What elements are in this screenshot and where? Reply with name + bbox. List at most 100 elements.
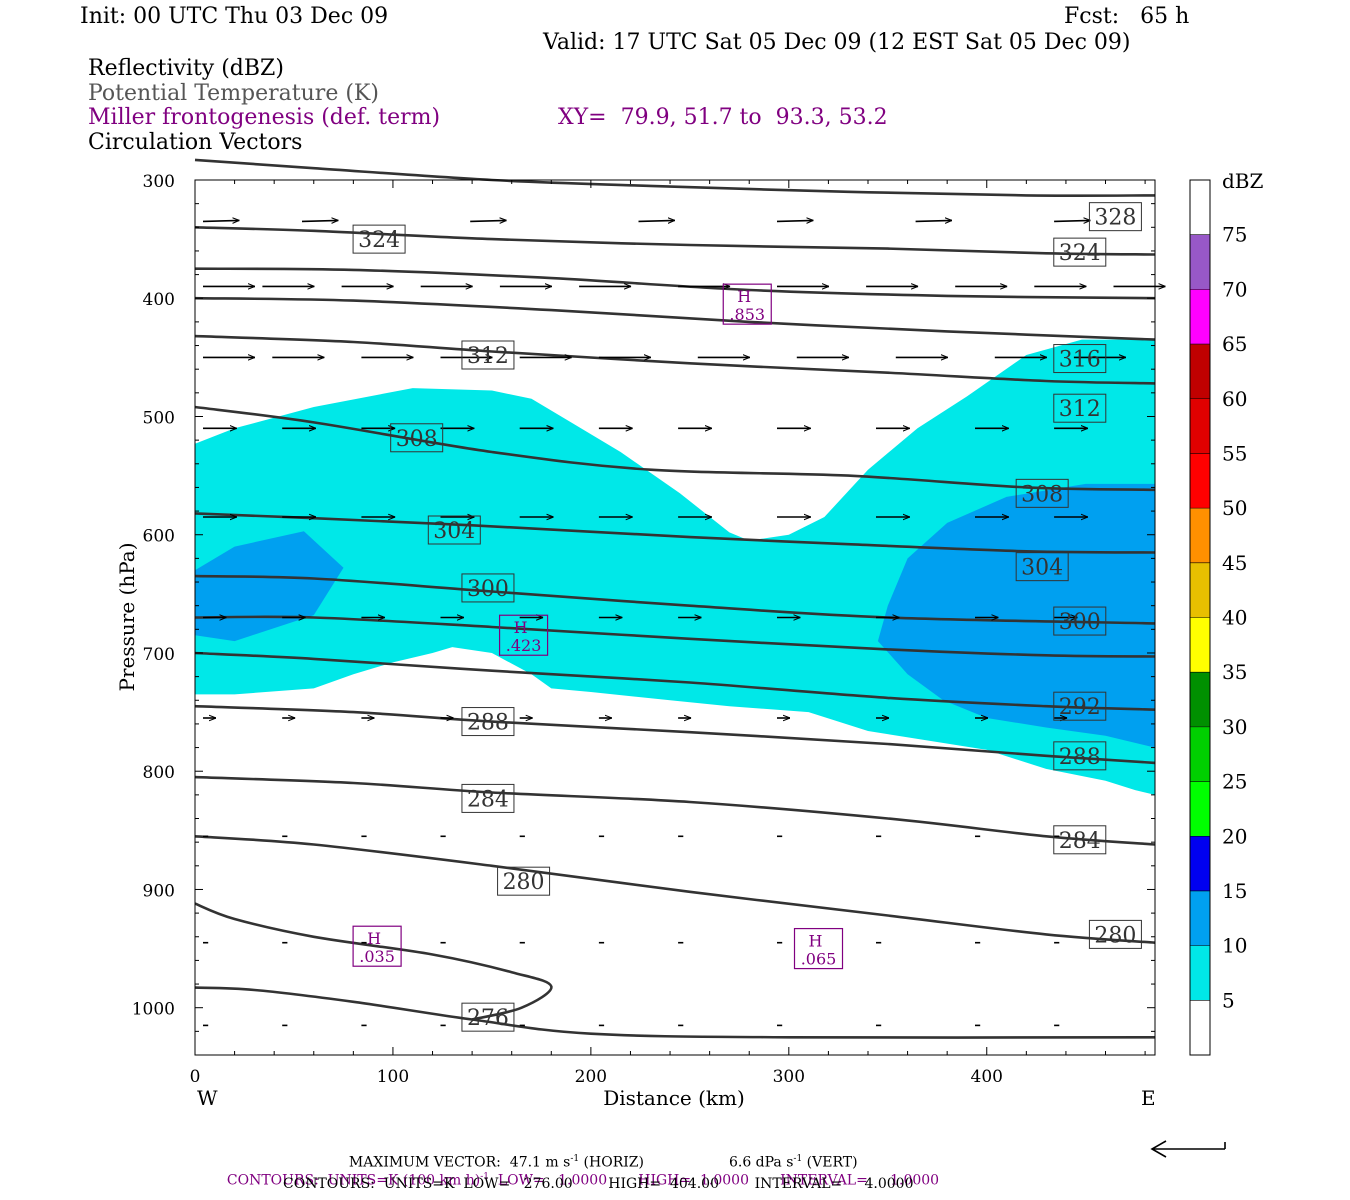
contour-label-box <box>390 423 444 453</box>
frontogenesis-value: .423 <box>506 636 542 655</box>
contour-label-text: 300 <box>1059 610 1101 635</box>
frontogenesis-max: H.853 <box>722 283 772 325</box>
contour-label-text: 288 <box>467 711 509 736</box>
theta-contour-label: 300 <box>461 573 515 603</box>
y-tick-label: 400 <box>143 290 175 310</box>
reflectivity-10dbz-region <box>195 531 344 642</box>
reflectivity-5dbz-region <box>195 339 1155 795</box>
frontogenesis-max: H.035 <box>352 925 402 967</box>
field-frontogenesis: Miller frontogenesis (def. term) <box>88 105 441 130</box>
colorbar-swatch <box>1190 508 1210 563</box>
colorbar-level-label: 35 <box>1222 660 1247 684</box>
contour-label-text: 308 <box>396 427 438 452</box>
cross-section-xy: XY= 79.9, 51.7 to 93.3, 53.2 <box>558 105 888 130</box>
plot-frame <box>194 179 1156 1056</box>
circulation-vector <box>776 220 813 221</box>
theta-contour-label: 300 <box>1053 606 1107 636</box>
theta-contour-line <box>194 902 553 1021</box>
field-reflectivity: Reflectivity (dBZ) <box>88 56 284 81</box>
circulation-vector <box>1054 220 1090 221</box>
colorbar-swatch <box>1190 344 1210 399</box>
colorbar-level-label: 30 <box>1222 715 1247 739</box>
colorbar-title: dBZ <box>1222 169 1264 193</box>
frontogenesis-box <box>352 925 402 967</box>
contour-label-text: 300 <box>467 577 509 602</box>
frontogenesis-h: H <box>809 932 823 951</box>
theta-contour-line <box>194 704 1156 765</box>
contour-label-box <box>461 573 515 603</box>
colorbar-swatch <box>1190 726 1210 782</box>
footer-theta-contours: CONTOURS: UNITS=K LOW= 276.00 HIGH= 404.… <box>283 1176 914 1192</box>
circulation-vector <box>915 220 952 221</box>
circulation-vector <box>638 220 675 221</box>
colorbar-level-label: 55 <box>1222 441 1247 465</box>
theta-contour-label: 316 <box>1053 344 1107 374</box>
footer-max-vector: MAXIMUM VECTOR: 47.1 m s-1 (HORIZ) 6.6 dP… <box>348 1154 858 1171</box>
theta-contour-line <box>194 158 1156 197</box>
x-end-west: W <box>197 1086 218 1110</box>
theta-contour-label: 288 <box>1053 741 1107 771</box>
field-potential-temperature: Potential Temperature (K) <box>88 81 379 106</box>
theta-contour-label: 276 <box>461 1002 515 1032</box>
colorbar-swatch <box>1190 945 1210 1001</box>
x-end-east: E <box>1141 1086 1156 1110</box>
contour-label-text: 284 <box>467 787 509 812</box>
valid-time: Valid: 17 UTC Sat 05 Dec 09 (12 EST Sat … <box>543 30 1131 55</box>
reflectivity-10dbz-region <box>877 483 1155 748</box>
frontogenesis-h: H <box>514 618 528 637</box>
contour-label-box <box>1088 202 1142 232</box>
x-tick-label: 400 <box>971 1067 1003 1087</box>
frontogenesis-value: .065 <box>801 950 837 969</box>
x-tick-label: 300 <box>773 1067 805 1087</box>
frontogenesis-value: .853 <box>729 305 765 324</box>
colorbar-swatch <box>1190 1000 1210 1055</box>
y-tick-label: 300 <box>143 172 175 192</box>
frontogenesis-max: H.423 <box>498 614 549 656</box>
y-axis-title: Pressure (hPa) <box>115 543 139 692</box>
contour-label-box <box>1053 237 1107 267</box>
contour-label-text: 328 <box>1094 206 1136 231</box>
y-tick-label: 600 <box>143 527 175 547</box>
x-tick-label: 200 <box>575 1067 607 1087</box>
theta-contour-line <box>194 296 1156 341</box>
theta-contour-line <box>194 226 1156 256</box>
colorbar-level-label: 45 <box>1222 551 1247 575</box>
x-tick-label: 0 <box>190 1067 201 1087</box>
colorbar-level-label: 15 <box>1222 879 1247 903</box>
contour-label-box <box>1053 691 1107 721</box>
theta-contour-label: 312 <box>461 340 515 370</box>
theta-contour-label: 324 <box>1053 237 1107 267</box>
colorbar-level-label: 70 <box>1222 277 1247 301</box>
theta-contour-label: 308 <box>1015 478 1069 508</box>
theta-contour-line <box>194 651 1156 711</box>
contour-label-text: 284 <box>1059 829 1101 854</box>
contour-label-box <box>1088 919 1142 949</box>
colorbar-level-label: 25 <box>1222 770 1247 794</box>
theta-contour-line <box>194 986 1156 1039</box>
contour-label-box <box>497 866 551 896</box>
colorbar-swatch <box>1190 781 1210 837</box>
colorbar-level-label: 65 <box>1222 332 1247 356</box>
x-tick-label: 100 <box>377 1067 409 1087</box>
contour-label-box <box>461 783 515 813</box>
contour-label-text: 280 <box>503 870 545 895</box>
y-tick-label: 800 <box>143 763 175 783</box>
theta-contour-line <box>194 615 1156 658</box>
y-tick-label: 700 <box>143 645 175 665</box>
contour-label-text: 288 <box>1059 745 1101 770</box>
contour-label-text: 304 <box>433 519 475 544</box>
contour-label-box <box>1053 344 1107 374</box>
colorbar-level-label: 5 <box>1222 988 1235 1012</box>
reference-vector-arrow <box>1150 1140 1226 1158</box>
contour-label-text: 292 <box>1059 695 1101 720</box>
colorbar-swatch <box>1190 890 1210 946</box>
theta-contour-label: 284 <box>461 783 515 813</box>
contour-label-box <box>1015 552 1069 582</box>
contour-label-box <box>1015 478 1069 508</box>
init-time: Init: 00 UTC Thu 03 Dec 09 <box>80 4 389 29</box>
colorbar-swatch <box>1190 398 1210 454</box>
theta-contour-label: 304 <box>427 515 481 545</box>
contour-labels: 328 324 324 312 316 308 312 304 308 300 304 300 288 2… <box>352 202 1142 1032</box>
frontogenesis-value: .035 <box>359 947 395 966</box>
